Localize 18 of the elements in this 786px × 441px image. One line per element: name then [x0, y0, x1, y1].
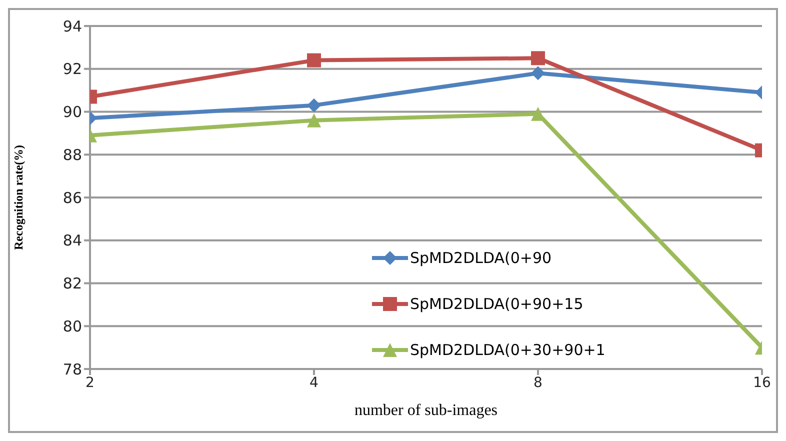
x-tick-label: 4	[310, 374, 319, 391]
x-tick-label: 2	[86, 374, 94, 391]
y-axis-title: Recognition rate(%)	[11, 145, 26, 250]
x-tick-label: 8	[534, 374, 542, 391]
y-tick-label: 88	[62, 146, 82, 164]
y-tick-label: 92	[62, 60, 82, 78]
legend-label: SpMD2DLDA(0+30+90+1	[410, 341, 606, 359]
y-tick-label: 90	[62, 103, 82, 122]
x-axis-title: number of sub-images	[354, 402, 498, 419]
legend-label: SpMD2DLDA(0+90+15	[410, 295, 584, 313]
y-tick-label: 80	[62, 317, 82, 336]
y-tick-label: 94	[62, 17, 82, 36]
y-tick-label: 86	[62, 188, 82, 207]
y-tick-label: 78	[62, 360, 82, 378]
y-tick-label: 82	[62, 274, 82, 293]
x-tick-label: 16	[753, 374, 771, 391]
y-tick-label: 84	[62, 232, 82, 250]
legend-label: SpMD2DLDA(0+90	[410, 249, 552, 267]
